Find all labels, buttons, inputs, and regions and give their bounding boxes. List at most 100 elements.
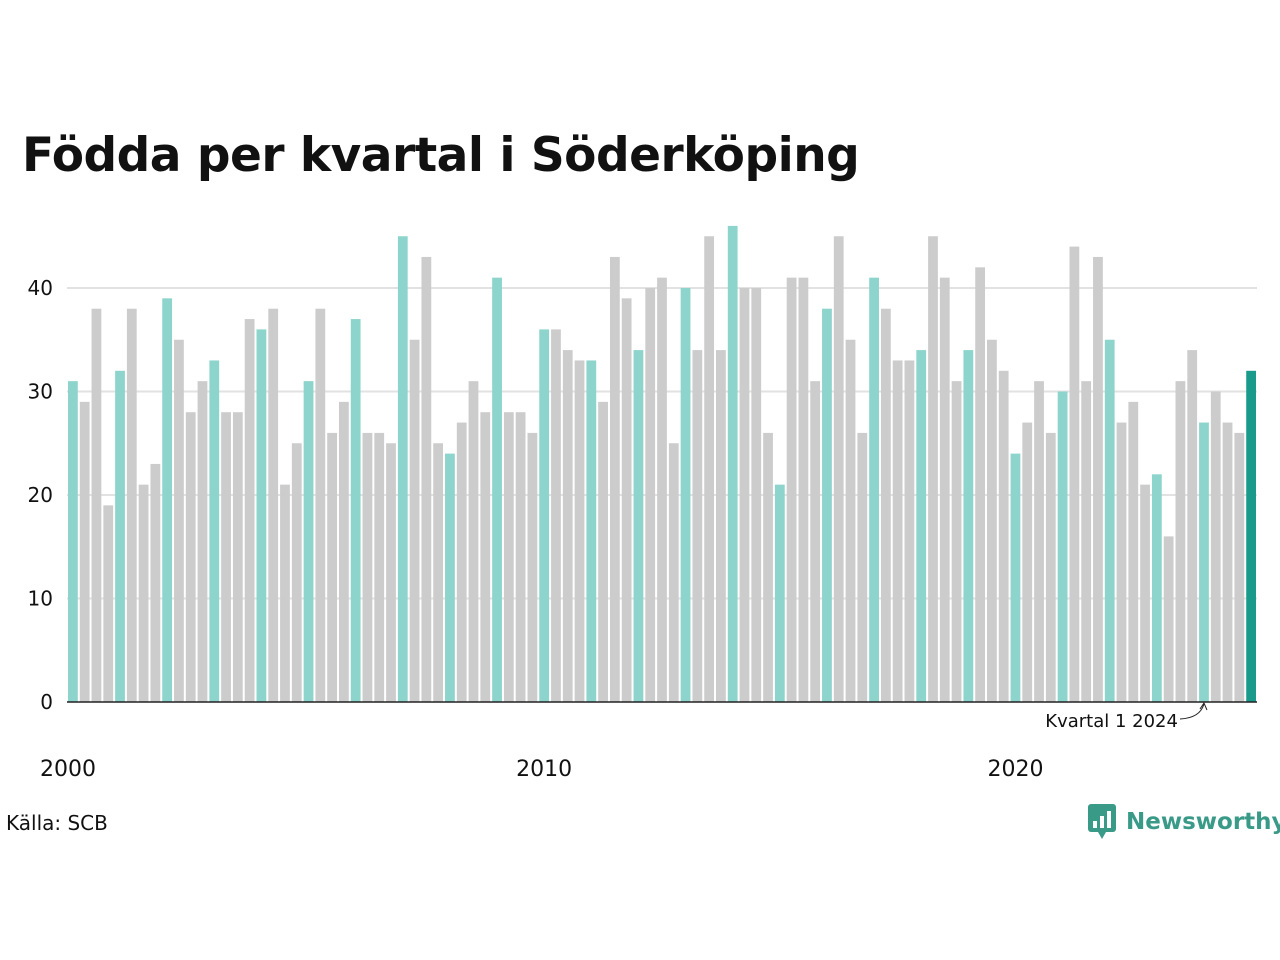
bar-chart-logo-icon [1088,804,1116,839]
annotation-label: Kvartal 1 2024 [1045,711,1178,732]
bar-2011-q1 [586,360,597,702]
bar-2015-q3 [798,277,809,702]
bar-2025-q1 [1246,370,1256,702]
bar-2024-q4 [1234,432,1245,702]
bar-2000-q4 [103,505,114,702]
bar-2007-q1 [397,236,408,702]
bar-2023-q4 [1187,350,1198,702]
bars [68,225,1256,702]
bar-2012-q2 [645,288,656,702]
bar-2012-q1 [633,350,644,702]
newsworthy-logo: Newsworthy [1088,804,1280,840]
bar-2015-q1 [774,484,785,702]
bar-2006-q2 [362,432,373,702]
bar-2009-q4 [527,432,538,702]
bar-2020-q1 [1010,453,1021,702]
bar-2012-q3 [657,277,667,702]
bar-2000-q1 [68,381,78,702]
bar-2007-q3 [421,256,432,702]
bar-2022-q4 [1140,484,1150,702]
y-tick-label: 20 [28,483,53,507]
bar-2018-q1 [916,350,927,702]
bar-2016-q1 [822,308,832,702]
bar-2014-q1 [727,225,738,702]
y-tick-labels: 0 10 20 30 40 [28,276,53,714]
bar-2009-q1 [492,277,502,702]
annotation-arrow [1179,703,1205,720]
annotation-arrowhead [1199,701,1208,711]
bar-2011-q4 [621,298,632,702]
bar-2022-q2 [1116,422,1127,702]
bar-2017-q3 [892,360,903,702]
bar-2015-q4 [810,381,821,702]
bar-2016-q2 [833,236,844,702]
bar-2020-q2 [1022,422,1033,702]
bar-2010-q1 [539,329,550,702]
bar-2021-q2 [1069,246,1080,702]
bar-2008-q2 [456,422,467,702]
bar-2005-q4 [338,401,349,702]
bar-2019-q1 [963,350,974,702]
bar-2001-q4 [150,463,161,702]
bar-2021-q4 [1093,256,1103,702]
bar-2013-q3 [704,236,715,702]
x-tick-labels: 2000 2010 2020 [40,757,1043,782]
bar-2004-q1 [256,329,267,702]
bar-2003-q2 [221,412,231,702]
bar-2021-q3 [1081,381,1092,702]
bar-2011-q2 [598,401,608,702]
bar-2019-q2 [975,267,986,702]
bar-2016-q4 [857,432,868,702]
bar-2014-q2 [739,288,750,702]
bar-2013-q2 [692,350,703,702]
bar-2005-q2 [315,308,326,702]
bar-2018-q2 [928,236,938,702]
bar-2001-q1 [115,370,125,702]
bar-2002-q1 [162,298,173,702]
bar-2020-q4 [1045,432,1056,702]
bar-2009-q3 [515,412,526,702]
bar-2004-q2 [268,308,279,702]
bar-2000-q3 [91,308,102,702]
bar-2002-q2 [174,339,184,702]
bar-2020-q3 [1034,381,1044,702]
bar-2013-q4 [716,350,726,702]
bar-2023-q2 [1163,536,1174,702]
bar-2018-q3 [939,277,950,702]
y-tick-label: 40 [28,276,53,300]
bar-2018-q4 [951,381,962,702]
bar-2015-q2 [786,277,797,702]
bar-2022-q3 [1128,401,1139,702]
bar-2021-q1 [1057,391,1068,702]
bar-2009-q2 [503,412,514,702]
source-note: Källa: SCB [6,811,108,835]
logo-wordmark: Newsworthy [1126,809,1280,835]
bar-2004-q4 [291,443,302,702]
bar-2023-q1 [1151,474,1162,702]
bar-2008-q1 [445,453,455,702]
bar-2023-q3 [1175,381,1186,702]
bar-2005-q1 [303,381,314,702]
x-tick-label: 2020 [987,757,1043,782]
bar-2016-q3 [845,339,856,702]
y-tick-label: 30 [28,380,53,404]
y-tick-label: 0 [40,690,53,714]
bar-2007-q2 [409,339,420,702]
bar-2017-q4 [904,360,915,702]
bar-2008-q4 [480,412,491,702]
bar-2010-q3 [562,350,573,702]
bar-2019-q3 [987,339,997,702]
bar-2003-q3 [232,412,243,702]
bar-2006-q1 [350,319,361,702]
bar-2006-q3 [374,432,385,702]
bar-2003-q1 [209,360,220,702]
bar-2000-q2 [79,401,90,702]
bar-2001-q2 [126,308,137,702]
annotation: Kvartal 1 2024 [1045,701,1208,732]
bar-2001-q3 [138,484,149,702]
bar-2014-q3 [751,288,762,702]
bar-2019-q4 [998,370,1009,702]
bar-2014-q4 [763,432,773,702]
bar-2005-q3 [327,432,337,702]
